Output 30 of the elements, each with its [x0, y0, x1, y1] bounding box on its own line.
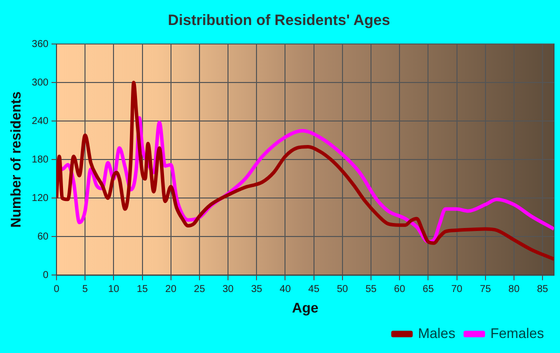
x-tick-label: 85: [537, 284, 549, 295]
x-axis-title: Age: [292, 299, 319, 316]
x-tick-label: 50: [336, 284, 348, 295]
x-tick-label: 65: [422, 284, 434, 295]
x-tick-label: 15: [136, 284, 148, 295]
y-axis-title: Number of residents: [7, 91, 24, 228]
x-tick-label: 0: [54, 284, 60, 295]
x-tick-label: 10: [108, 284, 120, 295]
x-tick-label: 60: [394, 284, 406, 295]
x-tick-label: 80: [508, 284, 520, 295]
y-tick-label: 240: [32, 116, 49, 127]
y-tick-label: 360: [32, 38, 49, 50]
y-tick-label: 180: [32, 154, 49, 166]
x-tick-label: 40: [280, 284, 292, 295]
x-tick-label: 30: [222, 284, 234, 295]
x-tick-label: 35: [251, 284, 263, 295]
chart-title: Distribution of Residents' Ages: [168, 12, 390, 30]
y-tick-label: 300: [32, 77, 49, 88]
x-tick-label: 20: [165, 284, 177, 295]
legend-label: Females: [490, 324, 544, 341]
legend-label: Males: [418, 324, 456, 341]
y-tick-label: 120: [32, 192, 49, 204]
x-tick-label: 45: [308, 284, 320, 295]
y-tick-label: 0: [42, 270, 49, 281]
x-tick-label: 5: [82, 284, 88, 295]
y-tick-label: 60: [37, 231, 49, 242]
x-tick-label: 25: [194, 284, 206, 295]
x-tick-label: 70: [451, 284, 463, 295]
x-tick-label: 75: [480, 284, 492, 295]
x-tick-label: 55: [365, 284, 378, 295]
